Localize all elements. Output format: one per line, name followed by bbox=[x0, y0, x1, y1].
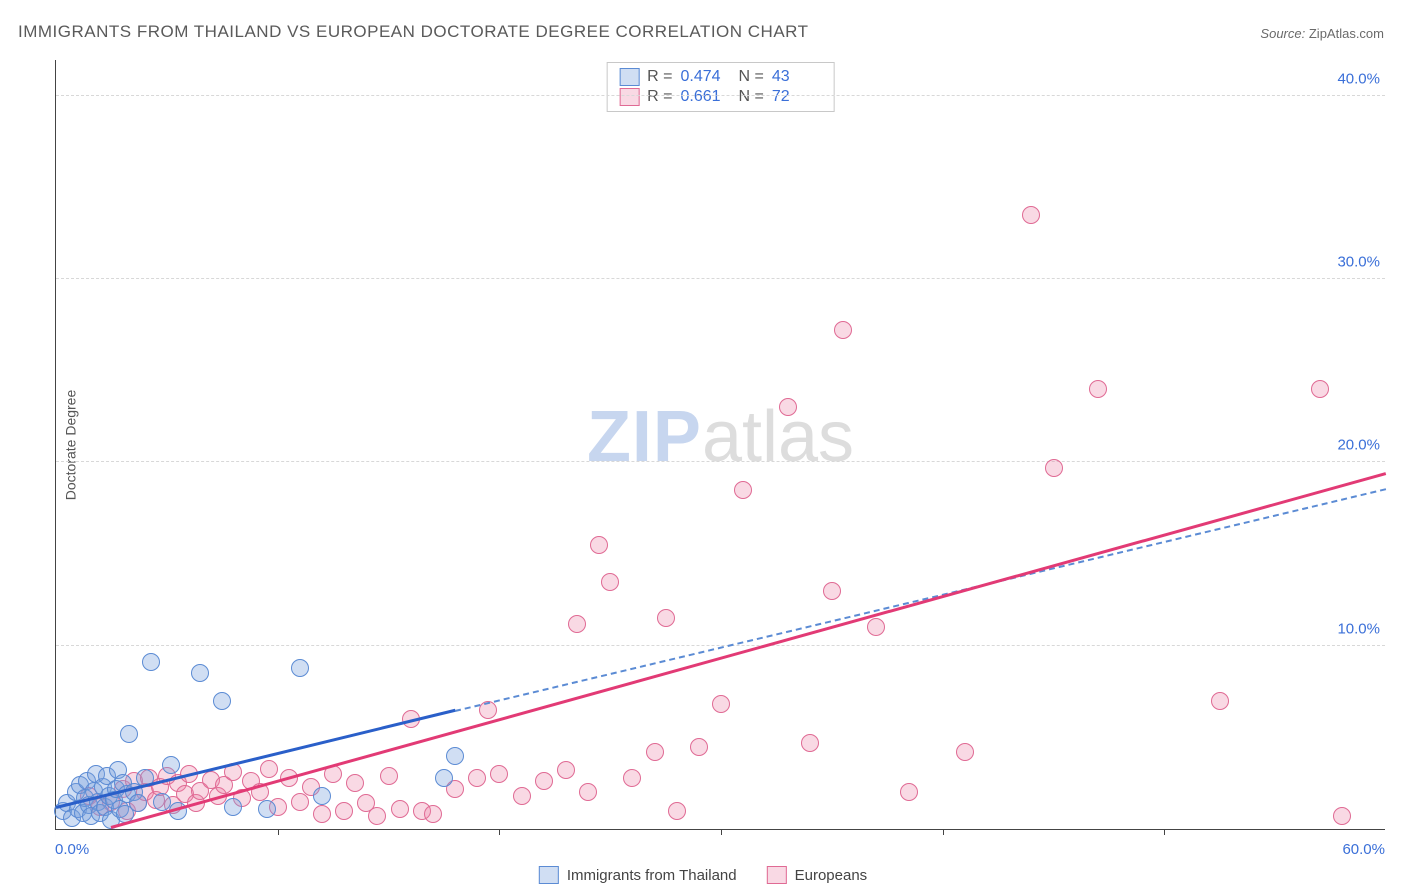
stats-legend-row: R = 0.474 N = 43 bbox=[619, 67, 822, 87]
scatter-point bbox=[557, 761, 575, 779]
scatter-point bbox=[313, 787, 331, 805]
scatter-point bbox=[490, 765, 508, 783]
scatter-point bbox=[956, 743, 974, 761]
scatter-point bbox=[579, 783, 597, 801]
x-axis-max-label: 60.0% bbox=[1342, 841, 1385, 858]
stats-legend: R = 0.474 N = 43 R = 0.661 N = 72 bbox=[606, 62, 835, 112]
scatter-point bbox=[1045, 459, 1063, 477]
y-tick-label: 40.0% bbox=[1337, 70, 1390, 87]
stat-n-label: N = bbox=[739, 68, 764, 86]
scatter-point bbox=[623, 769, 641, 787]
gridline bbox=[56, 461, 1385, 462]
legend-swatch bbox=[619, 88, 639, 106]
scatter-point bbox=[1333, 807, 1351, 825]
scatter-point bbox=[391, 800, 409, 818]
scatter-point bbox=[1089, 380, 1107, 398]
scatter-point bbox=[801, 734, 819, 752]
scatter-point bbox=[1022, 206, 1040, 224]
y-tick-label: 20.0% bbox=[1337, 437, 1390, 454]
legend-swatch bbox=[767, 866, 787, 884]
x-tick bbox=[943, 829, 944, 835]
x-axis-min-label: 0.0% bbox=[55, 841, 89, 858]
legend-swatch bbox=[539, 866, 559, 884]
scatter-point bbox=[690, 738, 708, 756]
plot-region: ZIPatlas R =0.474N =43R =0.661N =72 10.0… bbox=[55, 60, 1385, 830]
scatter-point bbox=[335, 802, 353, 820]
scatter-point bbox=[120, 725, 138, 743]
scatter-point bbox=[346, 774, 364, 792]
scatter-point bbox=[712, 695, 730, 713]
scatter-point bbox=[779, 398, 797, 416]
scatter-point bbox=[313, 805, 331, 823]
source-value: ZipAtlas.com bbox=[1309, 26, 1384, 41]
gridline bbox=[56, 278, 1385, 279]
scatter-point bbox=[568, 615, 586, 633]
stat-r-label: R = bbox=[647, 88, 672, 106]
scatter-point bbox=[867, 618, 885, 636]
stat-r-label: R = bbox=[647, 68, 672, 86]
stat-n-value: 72 bbox=[772, 88, 822, 106]
scatter-point bbox=[646, 743, 664, 761]
scatter-point bbox=[1311, 380, 1329, 398]
scatter-point bbox=[129, 794, 147, 812]
stat-n-value: 43 bbox=[772, 68, 822, 86]
scatter-point bbox=[900, 783, 918, 801]
x-tick bbox=[1164, 829, 1165, 835]
scatter-point bbox=[513, 787, 531, 805]
scatter-point bbox=[668, 802, 686, 820]
series-legend: Immigrants from Thailand Europeans bbox=[539, 866, 867, 884]
scatter-point bbox=[435, 769, 453, 787]
gridline bbox=[56, 95, 1385, 96]
legend-label: Immigrants from Thailand bbox=[567, 867, 737, 884]
x-tick bbox=[499, 829, 500, 835]
scatter-point bbox=[258, 800, 276, 818]
chart-area: Doctorate Degree ZIPatlas R =0.474N =43R… bbox=[55, 60, 1385, 830]
scatter-point bbox=[162, 756, 180, 774]
y-tick-label: 10.0% bbox=[1337, 620, 1390, 637]
scatter-point bbox=[823, 582, 841, 600]
scatter-point bbox=[291, 793, 309, 811]
scatter-point bbox=[1211, 692, 1229, 710]
stats-legend-row: R = 0.661 N = 72 bbox=[619, 87, 822, 107]
source-label: Source: bbox=[1260, 26, 1305, 41]
legend-item: Europeans bbox=[767, 866, 868, 884]
stat-r-value: 0.474 bbox=[681, 68, 731, 86]
trend-line-dashed bbox=[455, 488, 1386, 712]
scatter-point bbox=[368, 807, 386, 825]
scatter-point bbox=[446, 747, 464, 765]
scatter-point bbox=[142, 653, 160, 671]
scatter-point bbox=[191, 664, 209, 682]
scatter-point bbox=[213, 692, 231, 710]
legend-label: Europeans bbox=[795, 867, 868, 884]
y-tick-label: 30.0% bbox=[1337, 254, 1390, 271]
trend-line bbox=[111, 472, 1386, 829]
watermark-zip: ZIP bbox=[587, 396, 702, 476]
chart-title: IMMIGRANTS FROM THAILAND VS EUROPEAN DOC… bbox=[18, 22, 809, 42]
stat-n-label: N = bbox=[739, 88, 764, 106]
scatter-point bbox=[260, 760, 278, 778]
scatter-point bbox=[601, 573, 619, 591]
scatter-point bbox=[834, 321, 852, 339]
scatter-point bbox=[468, 769, 486, 787]
source-attribution: Source: ZipAtlas.com bbox=[1260, 26, 1384, 41]
watermark: ZIPatlas bbox=[587, 395, 854, 477]
scatter-point bbox=[291, 659, 309, 677]
scatter-point bbox=[657, 609, 675, 627]
stat-r-value: 0.661 bbox=[681, 88, 731, 106]
scatter-point bbox=[224, 798, 242, 816]
scatter-point bbox=[590, 536, 608, 554]
scatter-point bbox=[535, 772, 553, 790]
x-tick bbox=[278, 829, 279, 835]
x-tick bbox=[721, 829, 722, 835]
scatter-point bbox=[734, 481, 752, 499]
legend-swatch bbox=[619, 68, 639, 86]
scatter-point bbox=[424, 805, 442, 823]
scatter-point bbox=[380, 767, 398, 785]
legend-item: Immigrants from Thailand bbox=[539, 866, 737, 884]
